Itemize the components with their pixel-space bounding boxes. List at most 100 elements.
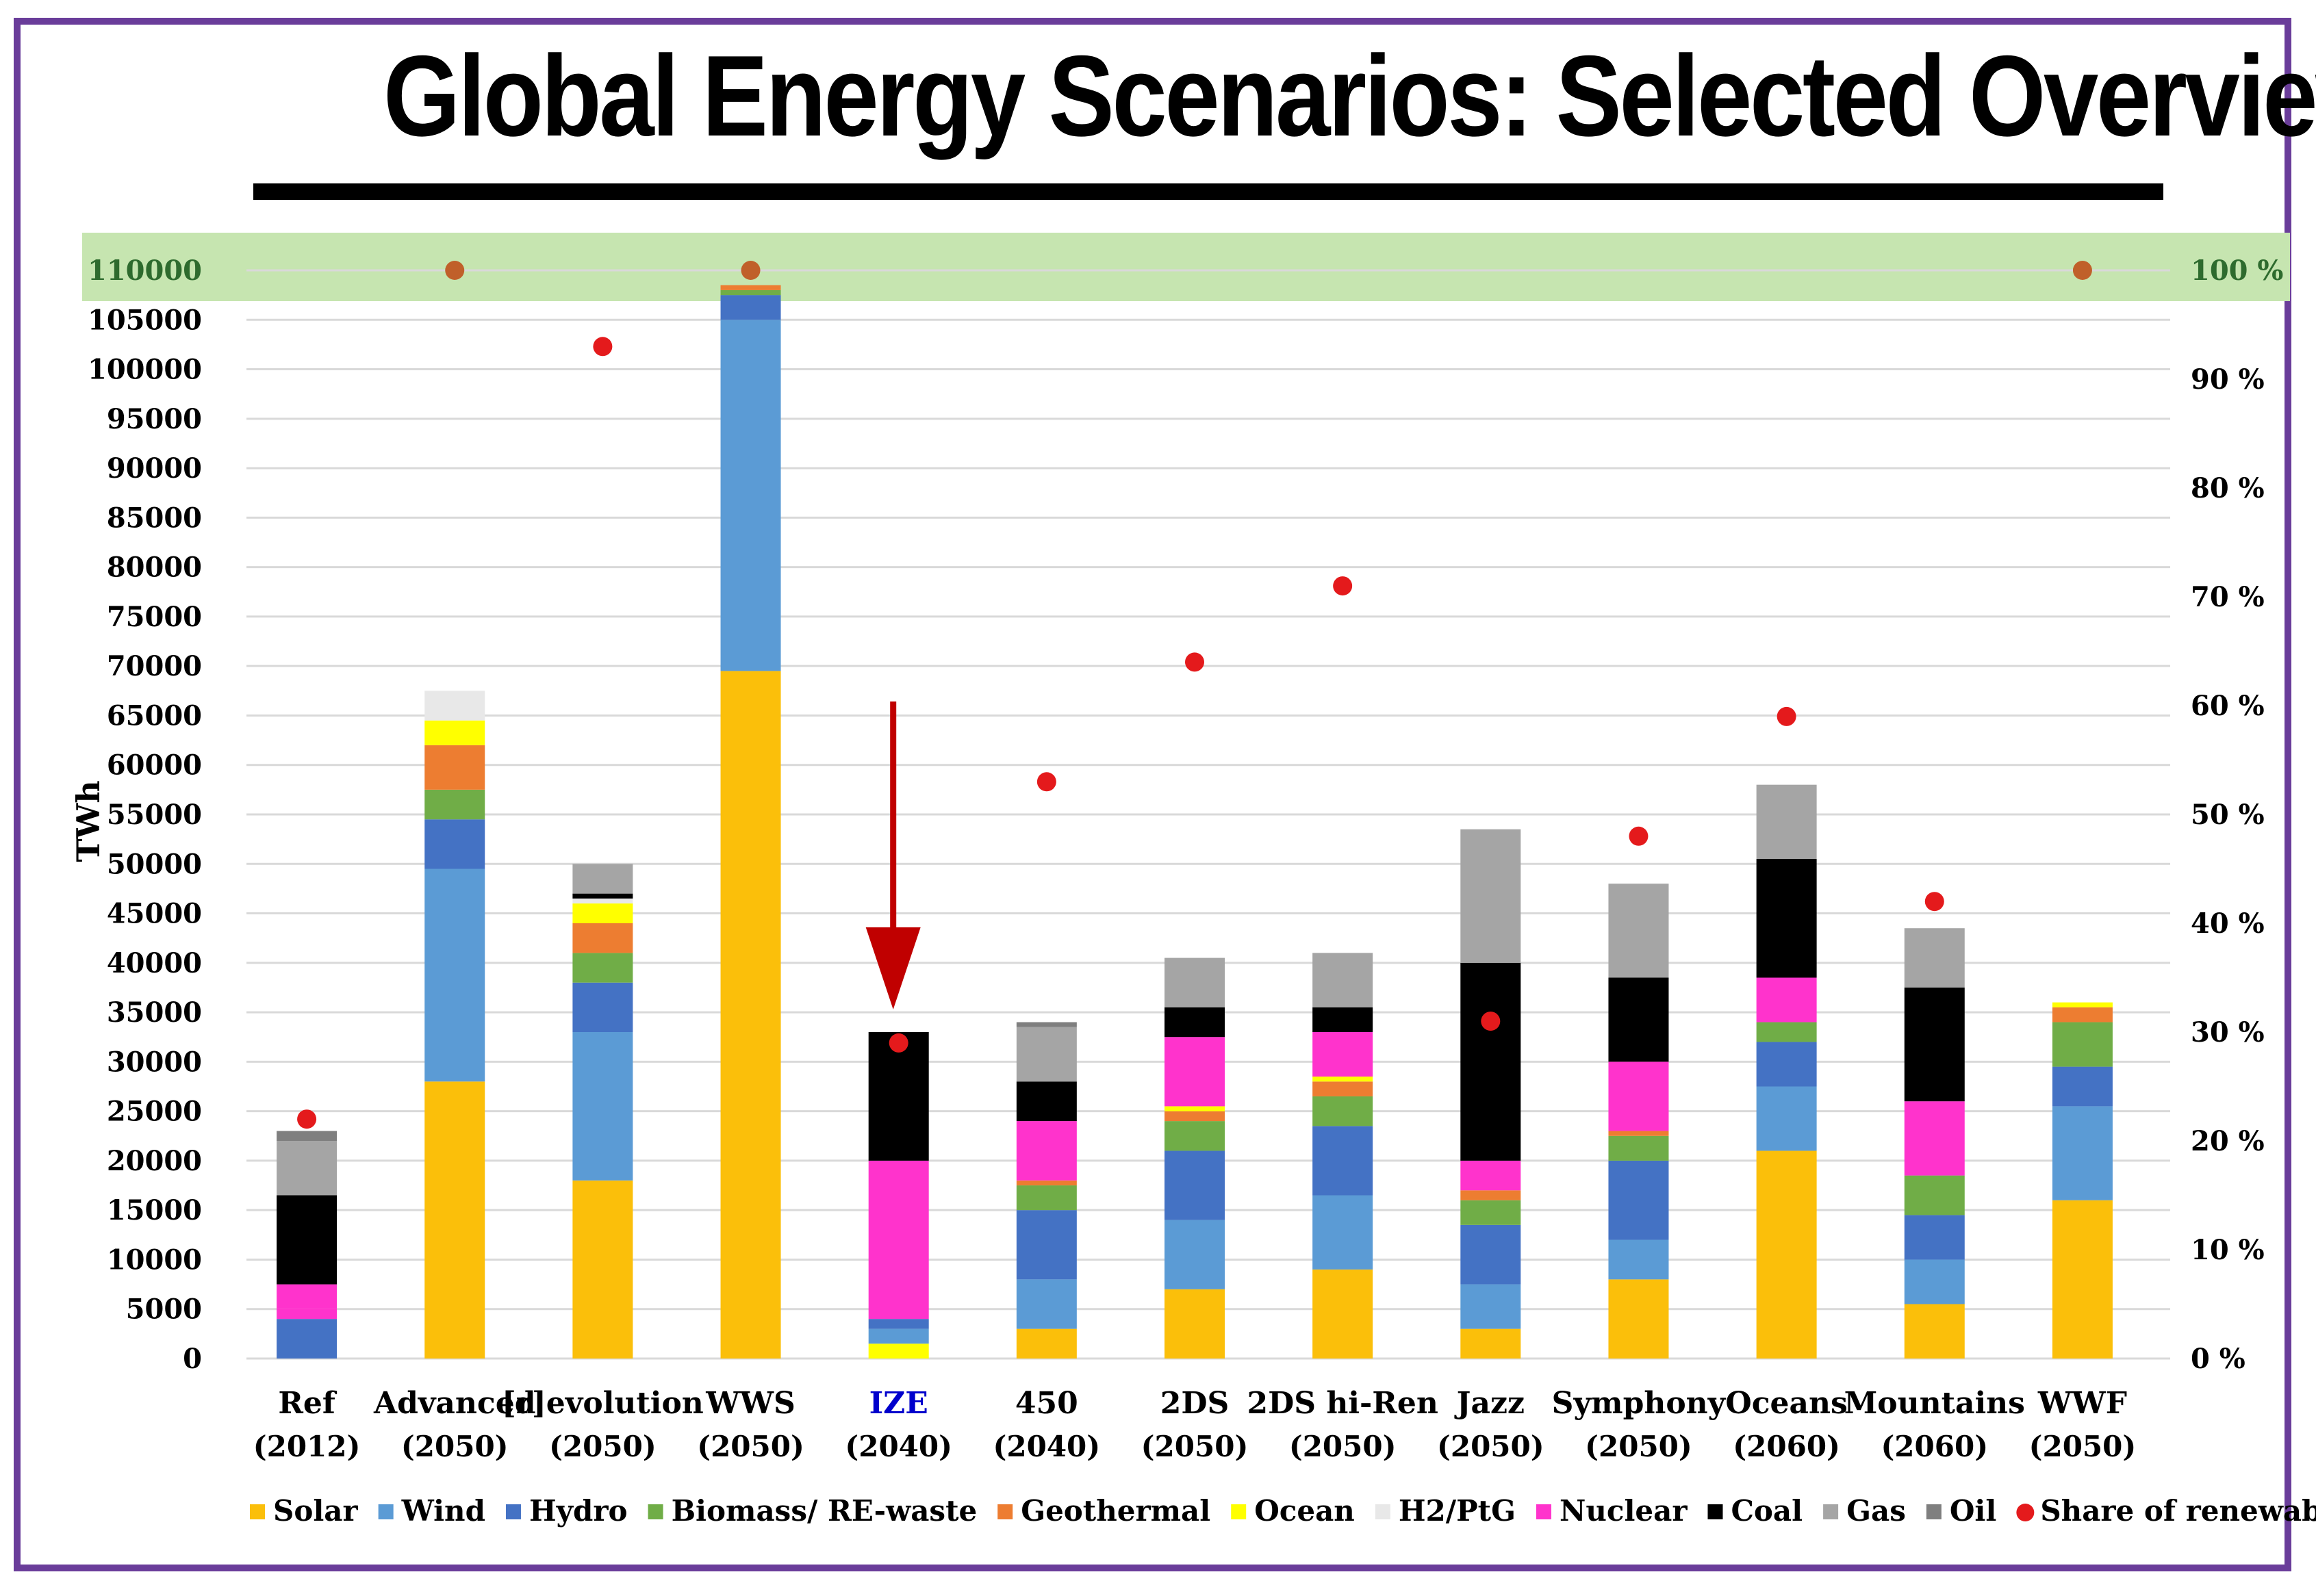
bar-segment-biomass-re-waste [1460, 1200, 1521, 1225]
y2-tick-label: 70 % [2191, 581, 2265, 613]
legend-swatch-gas [1823, 1504, 1839, 1519]
y2-tick-label: 20 % [2191, 1125, 2265, 1157]
bar-segment-nuclear [277, 1309, 338, 1320]
x-category-label: IZE [869, 1386, 928, 1421]
bar-segment-solar [1904, 1304, 1965, 1359]
bar-segment-nuclear [1904, 1101, 1965, 1176]
y-tick-label: 40000 [107, 947, 202, 979]
legend-label: Ocean [1254, 1494, 1355, 1528]
y2-tick-label: 100 % [2191, 255, 2283, 287]
bar-segment-solar [1312, 1269, 1373, 1359]
legend-swatch-wind [378, 1504, 394, 1519]
legend-swatch-geothermal [997, 1504, 1013, 1519]
title-underline [253, 183, 2163, 200]
y-tick-label: 55000 [107, 799, 202, 831]
bar-segment-ocean [2052, 1002, 2113, 1007]
y-tick-label: 80000 [107, 552, 202, 584]
x-category-label: Ref [278, 1386, 338, 1421]
bar-segment-geothermal [1460, 1190, 1521, 1200]
x-category-label: Symphony [1552, 1386, 1727, 1421]
renewables-share-marker [741, 261, 761, 280]
bar-segment-hydro [2052, 1066, 2113, 1107]
renewables-share-marker [889, 1033, 908, 1053]
renewables-share-marker [1924, 892, 1944, 912]
legend-label: Hydro [529, 1494, 628, 1528]
x-category-label: 2DS hi-Ren [1247, 1386, 1438, 1421]
bar-segment-solar [720, 671, 781, 1359]
bar-segment-ocean [1165, 1106, 1225, 1111]
legend-label: Oil [1950, 1494, 1997, 1528]
bar-segment-biomass-re-waste [720, 289, 781, 296]
renewables-share-marker [593, 337, 613, 357]
bar-segment-hydro [1312, 1126, 1373, 1196]
x-category-year: (2050) [401, 1430, 509, 1463]
legend-label: Solar [273, 1494, 359, 1528]
bar-segment-coal [572, 893, 633, 899]
bar-segment-hydro [1460, 1224, 1521, 1285]
y-tick-label: 60000 [107, 749, 202, 782]
x-category-label: WWF [2037, 1386, 2127, 1421]
bar-segment-biomass-re-waste [1016, 1185, 1077, 1211]
bar-segment-coal [1312, 1007, 1373, 1032]
y-tick-label: 85000 [107, 502, 202, 534]
bar-segment-nuclear [1165, 1037, 1225, 1107]
y-tick-label: 110000 [88, 255, 202, 287]
y-tick-label: 100000 [88, 354, 202, 386]
x-category-label: Oceans [1725, 1386, 1847, 1421]
legend-label: Nuclear [1560, 1494, 1688, 1528]
y-tick-label: 50000 [107, 848, 202, 880]
bar-segment-hydro [1608, 1160, 1669, 1240]
y2-tick-label: 80 % [2191, 472, 2265, 504]
renewables-share-marker [1777, 706, 1796, 726]
bar-segment-geothermal [1608, 1131, 1669, 1136]
bar-segment-nuclear [868, 1160, 929, 1320]
bar-segment-wind [1904, 1259, 1965, 1304]
legend-label: Coal [1731, 1494, 1803, 1528]
x-category-label: 2DS [1160, 1386, 1230, 1421]
bar-segment-wind [1165, 1220, 1225, 1289]
bar-segment-h2-ptg [424, 691, 485, 721]
bar-segment-hydro [1904, 1215, 1965, 1260]
bar-segment-solar [1016, 1328, 1077, 1359]
x-category-year: (2050) [1585, 1430, 1692, 1463]
x-category-label: Mountains [1844, 1386, 2025, 1421]
y2-tick-label: 60 % [2191, 690, 2265, 722]
bar-segment-geothermal [1312, 1081, 1373, 1096]
x-category-year: (2050) [549, 1430, 657, 1463]
legend-swatch-hydro [505, 1504, 521, 1519]
bar-segment-coal [1460, 962, 1521, 1161]
renewables-share-marker [1036, 772, 1056, 792]
bar-segment-biomass-re-waste [1756, 1022, 1817, 1042]
bar-segment-coal [868, 1032, 929, 1161]
legend-label: Wind [401, 1494, 485, 1528]
bar-segment-oil [1016, 1022, 1077, 1027]
renewables-share-marker [2072, 261, 2092, 280]
bar-segment-hydro [1016, 1210, 1077, 1280]
bar-segment-hydro [868, 1319, 929, 1329]
y2-tick-label: 50 % [2191, 799, 2265, 831]
bar-segment-gas [1312, 953, 1373, 1007]
bar-segment-wind [2052, 1106, 2113, 1200]
x-category-year: (2060) [1733, 1430, 1840, 1463]
bar-segment-nuclear [277, 1284, 338, 1309]
bar-segment-geothermal [424, 745, 485, 790]
bar-segment-h2-ptg [572, 898, 633, 904]
legend-swatch-oil [1926, 1504, 1942, 1519]
y-axis-label: TWh [70, 780, 107, 862]
legend-label: Share of renewables [2040, 1494, 2316, 1528]
bar-segment-hydro [720, 295, 781, 320]
y-tick-label: 65000 [107, 699, 202, 732]
bar-segment-gas [1460, 829, 1521, 963]
x-category-label: Advanced [373, 1386, 536, 1421]
legend-swatch-solar [250, 1504, 265, 1519]
y-tick-label: 90000 [107, 452, 202, 485]
y-tick-label: 10000 [107, 1244, 202, 1276]
bar-segment-nuclear [1608, 1061, 1669, 1131]
bar-segment-biomass-re-waste [572, 953, 633, 983]
legend-swatch-nuclear [1536, 1504, 1551, 1519]
y-tick-label: 30000 [107, 1046, 202, 1078]
y-tick-label: 35000 [107, 996, 202, 1029]
bar-segment-gas [1756, 784, 1817, 860]
bar-segment-wind [1460, 1284, 1521, 1329]
